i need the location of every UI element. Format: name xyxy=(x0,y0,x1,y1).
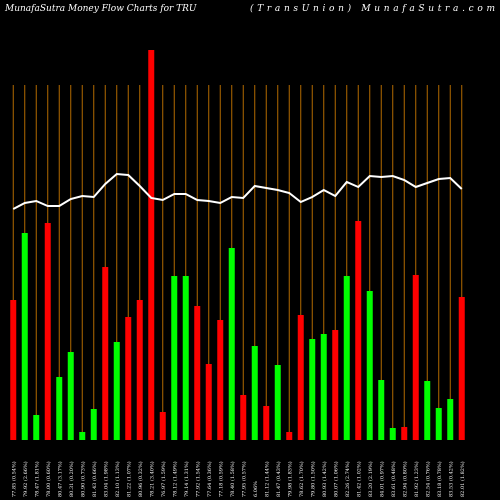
x-tick-label: 79.14 (1.31%) xyxy=(183,461,190,497)
x-tick-label: 77.85 (0.54%) xyxy=(10,461,17,497)
bar xyxy=(79,432,86,440)
x-tick-label: 81.47 (0.43%) xyxy=(275,461,282,497)
bar xyxy=(389,428,396,440)
bar xyxy=(458,297,465,440)
bar xyxy=(159,412,166,440)
x-tick-label: 81.42 (1.02%) xyxy=(355,461,362,497)
bar xyxy=(217,320,224,440)
x-tick-label: 84.01 (0.97%) xyxy=(378,461,385,497)
bar xyxy=(44,223,51,440)
x-tick-label: 82.94 (0.80%) xyxy=(401,461,408,497)
bar xyxy=(424,381,431,440)
bar xyxy=(366,291,373,440)
bar xyxy=(401,427,408,440)
x-tick-label: 80.47 (3.17%) xyxy=(56,461,63,497)
x-tick-label: 78.62 (1.70%) xyxy=(298,461,305,497)
x-tick-label: 82.01 (1.82%) xyxy=(459,461,466,497)
bar xyxy=(148,50,155,440)
x-tick-label: 78.40 (1.58%) xyxy=(229,461,236,497)
bar xyxy=(447,399,454,440)
x-tick-label: 81.22 (1.07%) xyxy=(125,461,132,497)
bar xyxy=(263,406,270,440)
bar xyxy=(136,300,143,440)
bar xyxy=(274,365,281,440)
x-tick-label: 82.54 (0.76%) xyxy=(424,461,431,497)
bar xyxy=(332,330,339,440)
x-tick-label: 81.43 (0.66%) xyxy=(91,461,98,497)
x-tick-label: 77.64 (0.36%) xyxy=(206,461,213,497)
bar xyxy=(113,342,120,440)
bar xyxy=(320,334,327,440)
x-tick-label: 76.97 (1.59%) xyxy=(160,461,167,497)
x-tick-label: 81.12 (1.44%) xyxy=(263,461,270,497)
x-tick-label: 79.80 (1.50%) xyxy=(309,461,316,497)
bar xyxy=(125,317,132,440)
bar xyxy=(435,408,442,440)
chart-title: MunafaSutra Money Flow Charts for TRU xyxy=(4,4,197,14)
bar xyxy=(251,346,258,440)
bar xyxy=(343,276,350,440)
bar xyxy=(378,380,385,440)
bar xyxy=(286,432,293,440)
bar xyxy=(90,409,97,440)
x-tick-label: 6.06% xyxy=(253,481,259,497)
x-tick-label: 80.07 (1.06%) xyxy=(332,461,339,497)
x-tick-label: 79.92 (2.66%) xyxy=(22,461,29,497)
x-tick-label: 80.93 (1.42%) xyxy=(321,461,328,497)
x-tick-label: 83.04 (1.98%) xyxy=(102,461,109,497)
bar xyxy=(194,306,201,440)
bar xyxy=(182,276,189,440)
bar xyxy=(240,395,247,440)
bar xyxy=(67,352,74,440)
chart-subtitle: (TransUnion) MunafaSutra.com xyxy=(250,3,495,14)
x-tick-label: 80.96 (0.32%) xyxy=(137,461,144,497)
x-tick-label: 77.95 (0.57%) xyxy=(240,461,247,497)
bar xyxy=(21,233,28,440)
x-tick-label: 77.18 (0.59%) xyxy=(217,461,224,497)
x-tick-label: 80.90 (0.73%) xyxy=(79,461,86,497)
x-tick-label: 82.10 (1.13%) xyxy=(114,461,121,497)
bar xyxy=(412,275,419,440)
x-tick-label: 83.18 (0.78%) xyxy=(436,461,443,497)
x-tick-label: 79.98 (1.83%) xyxy=(286,461,293,497)
bar xyxy=(171,276,178,440)
x-tick-label: 77.92 (1.54%) xyxy=(194,461,201,497)
x-tick-label: 81.92 (1.23%) xyxy=(413,461,420,497)
bar xyxy=(297,315,304,440)
bar xyxy=(205,364,212,440)
x-tick-label: 78.00 (0.60%) xyxy=(45,461,52,497)
x-tick-label: 83.61 (0.48%) xyxy=(390,461,397,497)
bar xyxy=(309,339,316,440)
x-tick-label: 82.26 (2.74%) xyxy=(344,461,351,497)
bar xyxy=(33,415,40,440)
bar xyxy=(10,300,17,440)
flow-line xyxy=(12,172,463,210)
bar xyxy=(355,221,362,440)
bar xyxy=(56,377,63,440)
x-tick-label: 83.20 (2.19%) xyxy=(367,461,374,497)
x-tick-label: 78.21 (3.40%) xyxy=(148,461,155,497)
x-tick-label: 80.31 (0.20%) xyxy=(68,461,75,497)
x-tick-label: 78.47 (1.81%) xyxy=(33,461,40,497)
bar xyxy=(102,267,109,440)
x-tick-label: 83.53 (0.42%) xyxy=(447,461,454,497)
x-tick-label: 78.12 (1.49%) xyxy=(171,461,178,497)
bar xyxy=(228,248,235,440)
